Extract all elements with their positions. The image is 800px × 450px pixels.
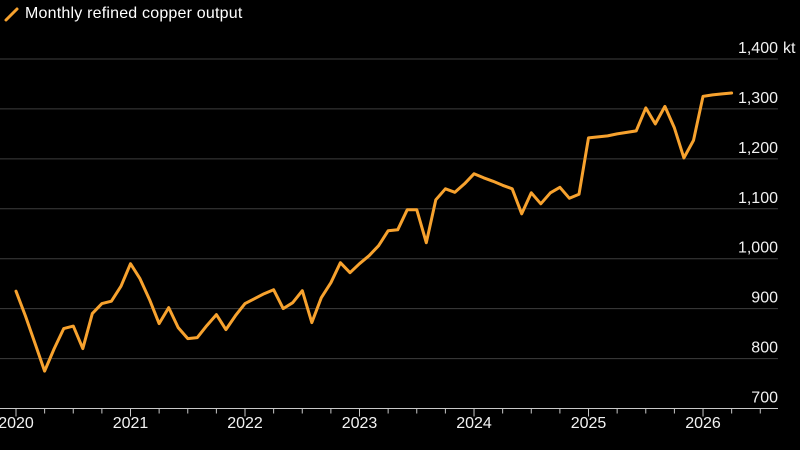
y-axis-label-900: 900 <box>751 290 778 307</box>
y-axis-unit-label: kt <box>783 40 796 57</box>
x-axis-label-2022: 2022 <box>227 415 263 432</box>
legend: Monthly refined copper output <box>3 3 243 25</box>
x-axis-label-2024: 2024 <box>456 415 492 432</box>
x-axis-label-2021: 2021 <box>113 415 149 432</box>
y-axis-label-1100: 1,100 <box>738 190 778 207</box>
line-series-marker-icon <box>4 7 19 22</box>
x-axis-label-2020: 2020 <box>0 415 34 432</box>
y-axis-label-700: 700 <box>751 390 778 407</box>
x-axis-label-2025: 2025 <box>571 415 607 432</box>
y-axis-label-1000: 1,000 <box>738 240 778 257</box>
y-axis-label-800: 800 <box>751 340 778 357</box>
y-axis-label-1400: 1,400 <box>738 40 778 57</box>
y-axis-label-1300: 1,300 <box>738 90 778 107</box>
legend-label: Monthly refined copper output <box>25 5 243 22</box>
y-axis-label-1200: 1,200 <box>738 140 778 157</box>
x-axis-label-2023: 2023 <box>342 415 378 432</box>
x-axis-label-2026: 2026 <box>685 415 721 432</box>
copper-output-line <box>14 91 734 373</box>
